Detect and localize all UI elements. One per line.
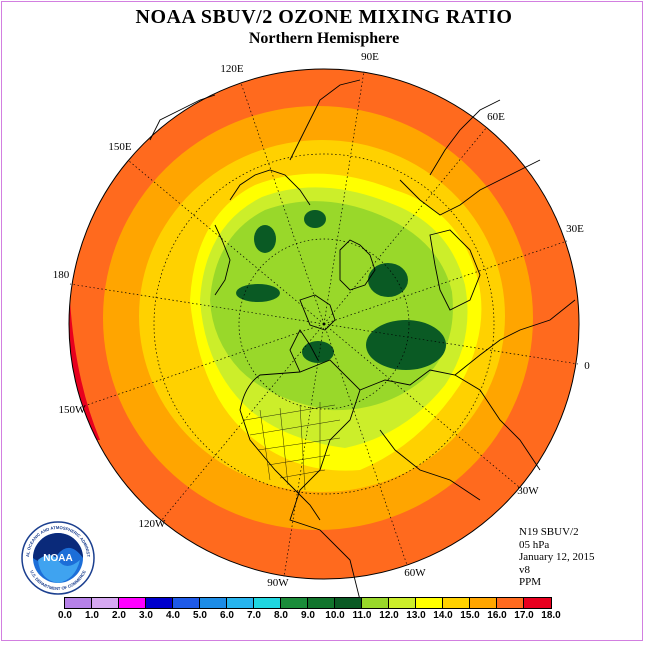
- colorbar-tick-label: 7.0: [247, 610, 261, 621]
- colorbar-swatch: [362, 598, 389, 608]
- colorbar-tick-label: 16.0: [487, 610, 507, 621]
- colorbar-swatch: [416, 598, 443, 608]
- colorbar-tick-label: 15.0: [460, 610, 480, 621]
- colorbar-swatch: [92, 598, 119, 608]
- colorbar-swatch: [443, 598, 470, 608]
- colorbar-swatch: [308, 598, 335, 608]
- colorbar-swatch: [470, 598, 497, 608]
- colorbar-tick-label: 12.0: [379, 610, 399, 621]
- colorbar-swatch: [119, 598, 146, 608]
- colorbar-tick-label: 6.0: [220, 610, 234, 621]
- colorbar-tick-label: 10.0: [325, 610, 345, 621]
- colorbar-swatch: [173, 598, 200, 608]
- colorbar-swatch: [524, 598, 551, 608]
- colorbar-tick-label: 3.0: [139, 610, 153, 621]
- colorbar-tick-label: 13.0: [406, 610, 426, 621]
- colorbar-tick-label: 8.0: [274, 610, 288, 621]
- max-cell-1: [254, 225, 276, 253]
- colorbar-tick-label: 17.0: [514, 610, 534, 621]
- info-block: N19 SBUV/2 05 hPa January 12, 2015 v8 PP…: [519, 526, 594, 589]
- colorbar-swatch: [65, 598, 92, 608]
- lon-label-120w: 120W: [138, 518, 166, 530]
- colorbar-tick-label: 11.0: [352, 610, 372, 621]
- lon-label-30e: 30E: [566, 223, 584, 235]
- noaa-logo-text: NOAA: [43, 553, 72, 564]
- colorbar-swatch: [281, 598, 308, 608]
- map-subtitle: Northern Hemisphere: [248, 30, 400, 47]
- colorbar-swatch: [227, 598, 254, 608]
- colorbar-ticks: 0.0 1.0 2.0 3.0 4.0 5.0 6.0 7.0 8.0 9.0 10.0 11.0 12…: [0, 610, 648, 624]
- date-text: January 12, 2015: [519, 551, 595, 563]
- colorbar: [64, 597, 552, 609]
- colorbar-swatch: [254, 598, 281, 608]
- lon-label-150w: 150W: [58, 404, 86, 416]
- colorbar-tick-label: 9.0: [301, 610, 315, 621]
- units-text: PPM: [519, 576, 542, 588]
- us-state-borders: [244, 402, 341, 491]
- max-cell-5: [366, 320, 446, 370]
- lon-label-180: 180: [52, 269, 70, 281]
- noaa-logo: NOAA NATIONAL OCEANIC AND ATMOSPHERIC AD…: [20, 520, 95, 595]
- lon-label-150e: 150E: [108, 141, 132, 153]
- max-cell-2: [304, 210, 326, 228]
- colorbar-swatch: [497, 598, 524, 608]
- instrument-text: N19 SBUV/2: [519, 526, 579, 538]
- colorbar-tick-label: 2.0: [112, 610, 126, 621]
- max-cell-6: [302, 341, 334, 363]
- lon-label-90w: 90W: [267, 577, 289, 589]
- pressure-level-text: 05 hPa: [519, 538, 550, 551]
- colorbar-swatch: [146, 598, 173, 608]
- colorbar-swatch: [200, 598, 227, 608]
- lon-label-60e: 60E: [487, 111, 505, 123]
- colorbar-tick-label: 1.0: [85, 610, 99, 621]
- lon-label-120e: 120E: [220, 63, 244, 75]
- version-text: v8: [519, 563, 530, 576]
- max-cell-3: [236, 284, 280, 302]
- colorbar-tick-label: 0.0: [58, 610, 72, 621]
- lon-label-30w: 30W: [517, 485, 539, 497]
- map-title: NOAA SBUV/2 OZONE MIXING RATIO: [135, 6, 513, 28]
- colorbar-tick-label: 4.0: [166, 610, 180, 621]
- colorbar-swatch: [335, 598, 362, 608]
- lon-label-60w: 60W: [404, 567, 426, 579]
- graticule: [68, 68, 580, 580]
- colorbar-tick-label: 14.0: [433, 610, 453, 621]
- lon-label-0: 0: [584, 360, 590, 372]
- ozone-contour-fill: [69, 69, 579, 579]
- colorbar-tick-label: 18.0: [541, 610, 561, 621]
- colorbar-tick-label: 5.0: [193, 610, 207, 621]
- max-cell-4: [368, 263, 408, 297]
- colorbar-swatch: [389, 598, 416, 608]
- lon-label-90e: 90E: [361, 51, 379, 63]
